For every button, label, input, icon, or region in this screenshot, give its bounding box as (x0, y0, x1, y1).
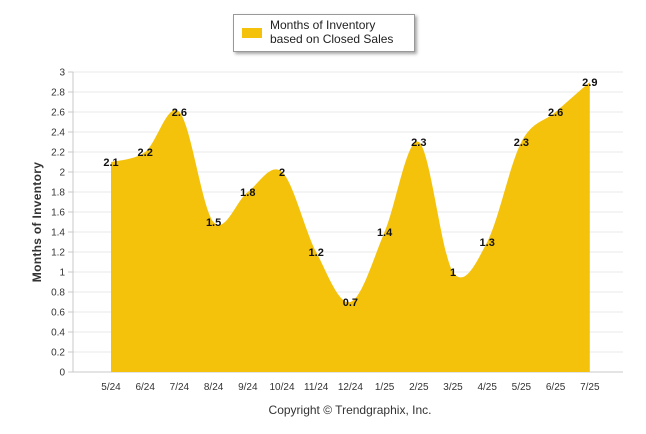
x-tick-label: 2/25 (409, 382, 429, 393)
x-tick-label: 3/25 (443, 382, 463, 393)
x-tick-label: 5/24 (101, 382, 121, 393)
data-label: 2.9 (582, 77, 597, 89)
y-tick-label: 0.8 (51, 288, 65, 299)
y-tick-label: 1.8 (51, 188, 65, 199)
data-label: 1.5 (206, 217, 221, 229)
copyright-text: Copyright © Trendgraphix, Inc. (268, 403, 432, 417)
x-tick-label: 10/24 (269, 382, 294, 393)
data-label: 1.2 (309, 247, 324, 259)
y-axis-ticks: 0 0.2 0.4 0.6 0.8 1 1.2 1.4 1.6 1.8 2 2.2 2.4 2.6 2.8 3 (51, 68, 65, 379)
x-axis-ticks: 5/24 6/24 7/24 8/24 9/24 10/24 11/24 12/24 1/25 2… (101, 382, 600, 393)
data-label: 1.3 (480, 237, 495, 249)
y-tick-label: 1.2 (51, 248, 65, 259)
data-label: 2.1 (103, 157, 118, 169)
x-tick-label: 7/24 (170, 382, 190, 393)
y-axis-title: Months of Inventory (30, 161, 44, 283)
x-tick-label: 7/25 (580, 382, 600, 393)
x-tick-label: 11/24 (304, 382, 329, 393)
y-tick-label: 1.4 (51, 228, 65, 239)
legend-label: Months of Inventory based on Closed Sale… (270, 18, 394, 46)
y-tick-label: 2.6 (51, 108, 65, 119)
series-area-fill (111, 82, 590, 372)
y-tick-label: 2.2 (51, 148, 65, 159)
x-tick-label: 1/25 (375, 382, 395, 393)
data-label: 2.3 (514, 137, 529, 149)
x-tick-label: 5/25 (512, 382, 532, 393)
y-tick-label: 3 (59, 68, 65, 79)
y-tick-label: 0.6 (51, 308, 65, 319)
data-label: 2.2 (138, 147, 153, 159)
y-tick-label: 2.4 (51, 128, 65, 139)
y-tick-label: 2.8 (51, 88, 65, 99)
data-label: 2.6 (172, 107, 187, 119)
data-labels: 2.1 2.2 2.6 1.5 1.8 2 1.2 0.7 1.4 2.3 1 1.3 2.3 2.6 2.… (103, 77, 597, 309)
x-tick-label: 4/25 (477, 382, 497, 393)
x-tick-label: 12/24 (338, 382, 363, 393)
y-tick-label: 1 (59, 268, 65, 279)
data-label: 2.6 (548, 107, 563, 119)
x-tick-label: 9/24 (238, 382, 258, 393)
series-area (111, 82, 590, 372)
x-tick-label: 6/25 (546, 382, 566, 393)
legend: Months of Inventory based on Closed Sale… (233, 14, 415, 52)
x-tick-label: 8/24 (204, 382, 224, 393)
data-label: 2 (279, 167, 285, 179)
data-label: 2.3 (411, 137, 426, 149)
y-tick-label: 0 (59, 368, 65, 379)
x-tick-label: 6/24 (135, 382, 155, 393)
data-label: 1.4 (377, 227, 393, 239)
data-label: 0.7 (343, 297, 358, 309)
legend-swatch (242, 28, 262, 38)
y-tick-label: 0.2 (51, 348, 65, 359)
y-tick-label: 2 (59, 168, 65, 179)
data-label: 1.8 (240, 187, 255, 199)
y-tick-label: 1.6 (51, 208, 65, 219)
data-label: 1 (450, 267, 456, 279)
y-tick-label: 0.4 (51, 328, 65, 339)
